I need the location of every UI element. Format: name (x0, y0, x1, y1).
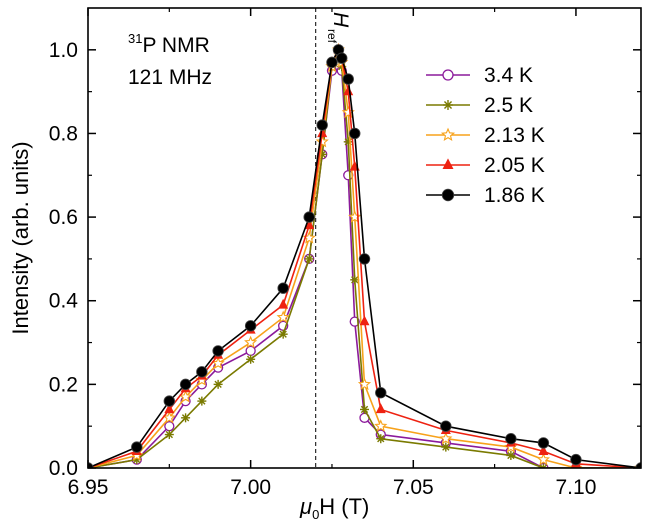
data-point (276, 310, 290, 324)
data-point (197, 396, 207, 406)
nucleus-annotation: 31P NMR (128, 31, 210, 57)
data-point (349, 127, 361, 140)
data-point (179, 378, 192, 391)
href-main: H (329, 12, 352, 28)
data-point (164, 430, 174, 440)
data-point (375, 387, 387, 399)
href-label: H ref (325, 12, 352, 44)
series-line (88, 47, 641, 468)
x-axis-title-rest: H (T) (319, 494, 369, 519)
x-tick-label: 7.10 (556, 476, 597, 499)
data-point (164, 403, 175, 414)
frequency-annotation: 121 MHz (128, 66, 212, 89)
data-point (245, 345, 256, 357)
legend-item: 3.4 K (426, 64, 533, 87)
data-point (211, 356, 225, 370)
x-tick-label: 7.00 (230, 476, 271, 499)
data-point (316, 119, 328, 131)
data-point (441, 442, 451, 452)
y-tick-label: 1.0 (49, 39, 78, 62)
data-point (244, 335, 258, 349)
data-point (278, 298, 289, 309)
series-layer (88, 42, 641, 468)
plot-frame (87, 7, 642, 469)
data-point (343, 137, 353, 147)
nucleus-label: P NMR (142, 34, 209, 57)
data-point (303, 211, 315, 223)
data-point (246, 354, 256, 364)
data-point (442, 69, 454, 81)
data-point (360, 404, 369, 414)
data-point (441, 188, 455, 202)
y-tick-label: 0.4 (49, 290, 79, 313)
data-point (163, 395, 176, 407)
data-point (443, 100, 453, 110)
data-point (317, 127, 328, 138)
data-point (536, 452, 550, 466)
data-point (537, 437, 550, 449)
data-point (538, 445, 549, 455)
data-point (213, 379, 223, 389)
data-point (277, 282, 289, 294)
data-point (181, 413, 191, 423)
data-point (304, 254, 314, 264)
legend-item: 1.86 K (426, 184, 545, 207)
data-point (336, 52, 348, 64)
data-point (440, 127, 456, 142)
data-point (439, 431, 453, 445)
legend-label: 2.5 K (484, 94, 533, 117)
data-point (326, 56, 338, 69)
series (88, 45, 641, 468)
legend-label: 3.4 K (484, 64, 533, 87)
data-point (635, 462, 641, 468)
x-tick-label: 6.95 (68, 476, 109, 499)
legend-item: 2.05 K (426, 154, 545, 177)
legend-label: 1.86 K (484, 184, 545, 207)
data-point (357, 377, 372, 390)
data-point (162, 410, 176, 424)
x-axis-title-sub: 0 (312, 507, 319, 522)
data-point (212, 345, 224, 357)
y-tick-label: 0.0 (49, 457, 78, 480)
data-point (196, 366, 208, 378)
legend-item: 2.5 K (426, 94, 533, 117)
data-point (244, 320, 257, 332)
legend-label: 2.13 K (484, 124, 545, 147)
x-axis-title: μ0H (T) (299, 494, 369, 522)
x-axis-title-mu: μ (299, 494, 312, 519)
y-axis-title: Intensity (arb. units) (8, 141, 33, 334)
axes-layer: 6.95 7.00 7.05 7.10 0.0 0.2 0.4 0.6 0.8 1.0 (49, 8, 641, 499)
data-point (442, 158, 454, 170)
data-point (506, 450, 516, 460)
data-point (88, 462, 94, 468)
data-point (131, 441, 143, 453)
data-point (375, 403, 386, 414)
y-tick-label: 0.6 (49, 206, 78, 229)
data-point (440, 420, 452, 432)
data-point (278, 329, 288, 339)
data-point (178, 389, 193, 403)
legend-label: 2.05 K (484, 154, 545, 177)
legend: 3.4 K 2.5 K 2.13 K 2.05 K 1.86 K (426, 64, 545, 207)
y-tick-label: 0.2 (49, 373, 78, 396)
data-point (376, 434, 386, 444)
y-tick-label: 0.8 (49, 122, 78, 145)
data-point (505, 433, 517, 445)
data-point (358, 253, 371, 265)
series (88, 44, 641, 468)
data-point (374, 419, 388, 432)
nucleus-mass-number: 31 (128, 31, 142, 46)
data-point (359, 315, 370, 326)
href-subscript: ref (325, 29, 339, 44)
x-tick-label: 7.05 (393, 476, 434, 499)
data-point (342, 73, 354, 85)
legend-item: 2.13 K (426, 124, 545, 147)
data-point (538, 463, 548, 468)
data-point (164, 421, 175, 432)
data-point (570, 453, 582, 466)
